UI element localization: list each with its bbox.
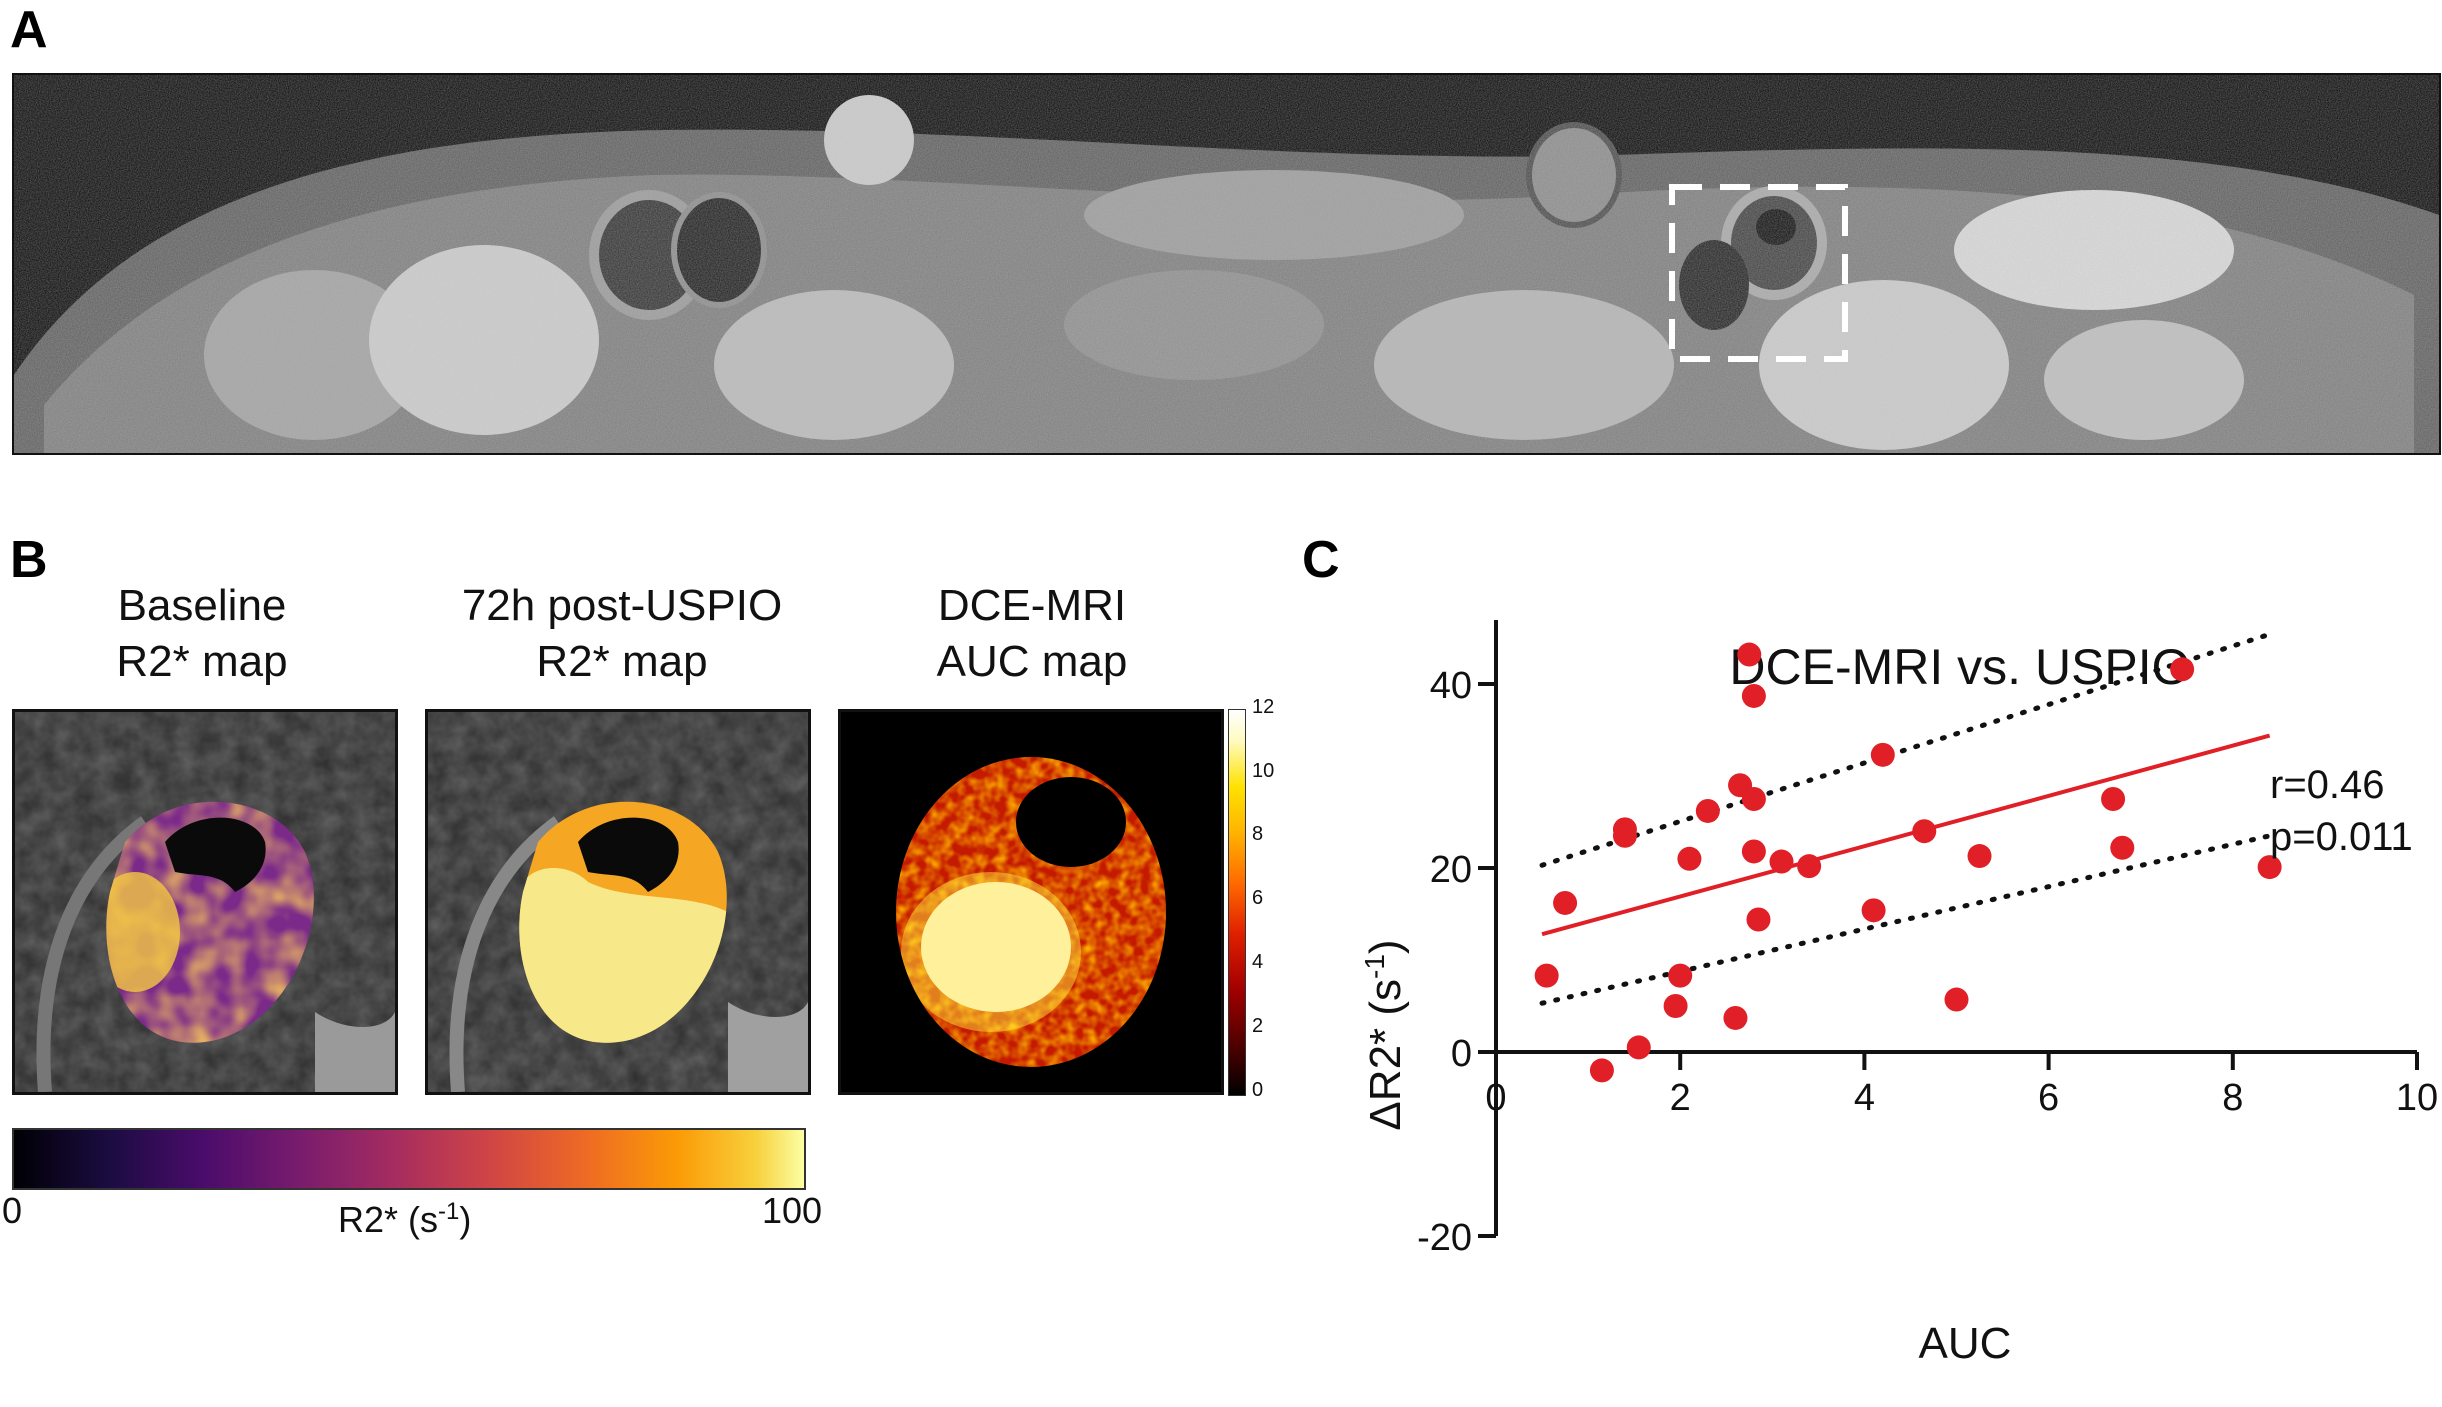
x-tick-label: 8 bbox=[2222, 1077, 2243, 1119]
caption-line2: R2* map bbox=[536, 637, 708, 686]
auc-tick: 4 bbox=[1252, 951, 1264, 973]
y-axis-label: ΔR2* (s-1) bbox=[1359, 939, 1410, 1130]
data-point bbox=[1870, 742, 1895, 767]
x-tick-label: 2 bbox=[1670, 1077, 1691, 1119]
data-point bbox=[1944, 987, 1969, 1012]
auc-tick: 10 bbox=[1252, 760, 1275, 782]
r2-colorbar-max: 100 bbox=[762, 1190, 823, 1231]
r2-label-close: ) bbox=[459, 1199, 472, 1240]
data-point bbox=[1663, 994, 1688, 1018]
data-point bbox=[1677, 846, 1702, 871]
panel-a-letter: A bbox=[10, 1, 48, 59]
r2-colorbar-label: R2* (s-1) bbox=[338, 1198, 471, 1241]
panel-b-letter: B bbox=[10, 531, 48, 589]
auc-tick: 0 bbox=[1252, 1079, 1264, 1101]
data-point bbox=[1626, 1035, 1651, 1060]
fit-line bbox=[1541, 733, 2271, 937]
scatter-chart: DCE-MRI vs. USPIO -2002040600246810 r=0.… bbox=[1359, 620, 2438, 1368]
chart-title: DCE-MRI vs. USPIO bbox=[1729, 639, 2190, 695]
post-uspio-r2-map bbox=[425, 709, 811, 1095]
data-point bbox=[1668, 963, 1693, 988]
data-point bbox=[1967, 844, 1992, 869]
data-point bbox=[1769, 849, 1794, 874]
mri-neck-cross-section bbox=[12, 73, 2441, 455]
x-tick-label: 4 bbox=[1854, 1077, 1875, 1119]
data-point bbox=[2110, 835, 2135, 860]
caption-auc: DCE-MRI AUC map bbox=[842, 578, 1222, 690]
stat-p: p=0.011 bbox=[2270, 815, 2413, 859]
y-tick-label: 20 bbox=[1430, 849, 1472, 891]
x-tick-label: 6 bbox=[2038, 1077, 2059, 1119]
data-point bbox=[2101, 787, 2126, 811]
ci-upper-line bbox=[1539, 631, 2273, 868]
roi-dashed-box bbox=[1669, 184, 1848, 362]
data-point bbox=[1861, 898, 1886, 923]
panel-c-letter: C bbox=[1302, 531, 1340, 589]
caption-line2: AUC map bbox=[936, 637, 1128, 686]
data-point bbox=[1695, 798, 1720, 823]
x-tick-label: 0 bbox=[1485, 1077, 1506, 1119]
auc-tick: 2 bbox=[1252, 1015, 1264, 1037]
stat-r: r=0.46 bbox=[2270, 763, 2385, 807]
r2-colorbar-min: 0 bbox=[2, 1190, 23, 1231]
x-axis-label: AUC bbox=[1919, 1319, 2012, 1368]
data-point bbox=[1741, 787, 1766, 811]
caption-post-uspio: 72h post-USPIO R2* map bbox=[412, 578, 832, 690]
data-point bbox=[2170, 657, 2195, 682]
data-point bbox=[1741, 683, 1766, 708]
data-point bbox=[1723, 1005, 1748, 1030]
auc-tick: 6 bbox=[1252, 887, 1264, 909]
caption-line1: 72h post-USPIO bbox=[461, 581, 783, 630]
caption-line2: R2* map bbox=[116, 637, 288, 686]
ci-lower-line bbox=[1539, 833, 2273, 1006]
data-point bbox=[1737, 642, 1762, 667]
data-point bbox=[1746, 907, 1771, 932]
data-point bbox=[1589, 1058, 1614, 1083]
data-point bbox=[1534, 963, 1559, 988]
y-tick-label: 40 bbox=[1430, 665, 1472, 707]
r2-label-text: R2* (s bbox=[338, 1199, 439, 1240]
r2-colorbar bbox=[12, 1128, 806, 1190]
baseline-r2-map bbox=[12, 709, 398, 1095]
caption-line1: Baseline bbox=[117, 581, 287, 630]
auc-colorbar bbox=[1228, 709, 1246, 1096]
r2-label-sup: -1 bbox=[438, 1198, 460, 1225]
x-tick-label: 10 bbox=[2396, 1077, 2438, 1119]
caption-line1: DCE-MRI bbox=[937, 581, 1127, 630]
y-tick-label: 0 bbox=[1451, 1033, 1472, 1075]
auc-tick: 12 bbox=[1252, 696, 1275, 718]
data-point bbox=[1741, 839, 1766, 864]
dce-mri-auc-map bbox=[838, 709, 1224, 1095]
y-tick-label: -20 bbox=[1417, 1217, 1472, 1259]
caption-baseline: Baseline R2* map bbox=[12, 578, 392, 690]
data-point bbox=[1553, 890, 1578, 915]
data-point bbox=[1912, 819, 1937, 844]
data-point bbox=[2257, 855, 2282, 880]
data-point bbox=[1612, 817, 1637, 842]
data-point bbox=[1797, 854, 1822, 879]
auc-tick: 8 bbox=[1252, 823, 1264, 845]
